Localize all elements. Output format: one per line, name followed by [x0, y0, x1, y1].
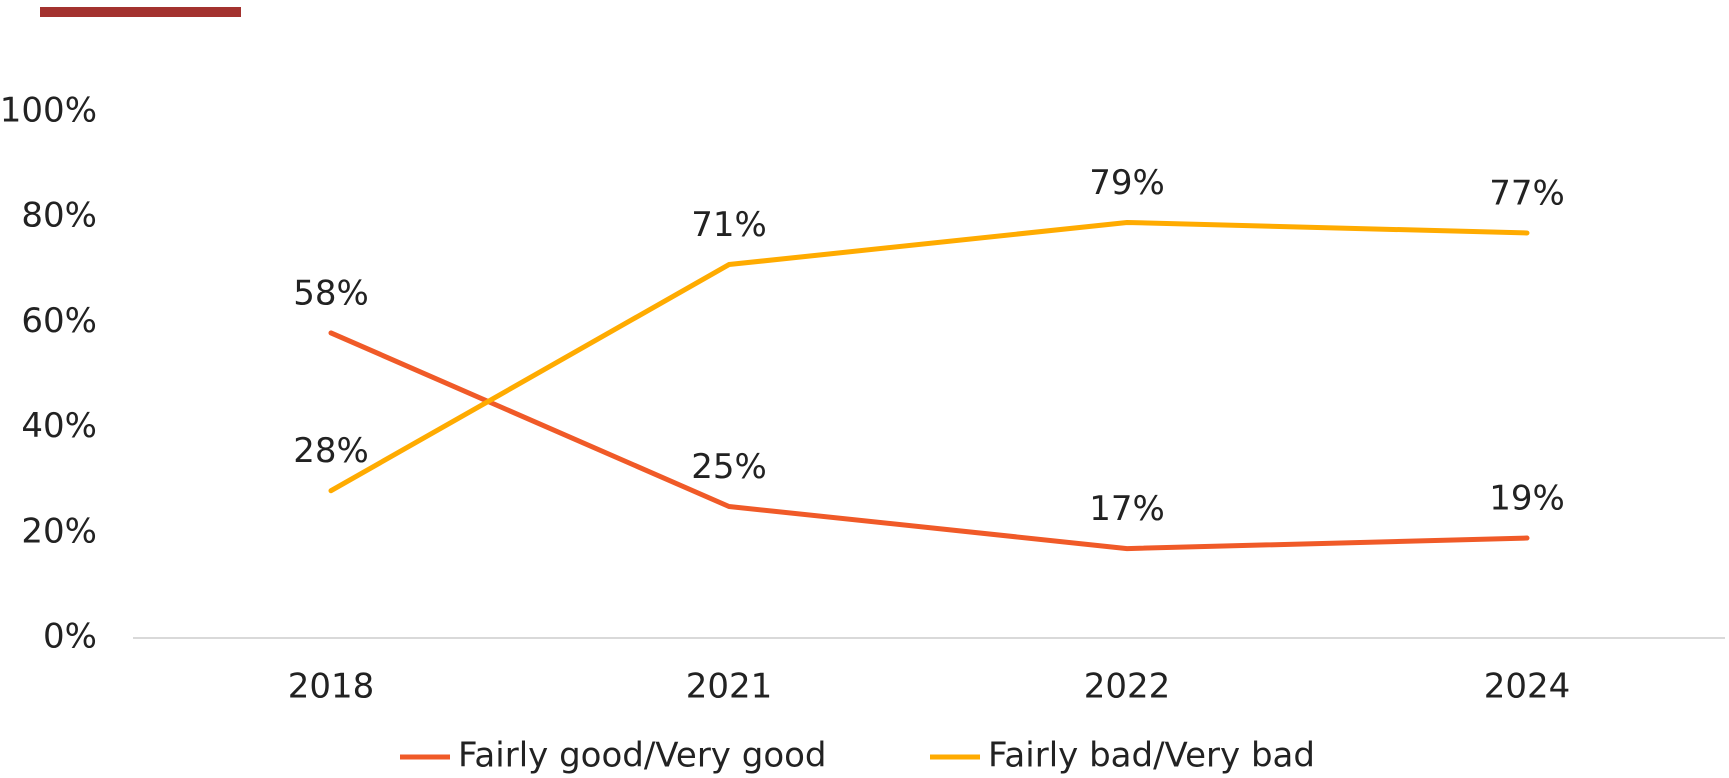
- y-tick-label: 20%: [21, 511, 97, 551]
- data-label: 79%: [1089, 163, 1165, 203]
- accent-bar: [40, 7, 241, 17]
- y-tick-label: 40%: [21, 406, 97, 446]
- legend-label: Fairly good/Very good: [458, 736, 827, 776]
- y-tick-label: 60%: [21, 301, 97, 341]
- x-tick-label: 2024: [1484, 667, 1571, 707]
- y-tick-label: 80%: [21, 196, 97, 236]
- data-label: 17%: [1089, 489, 1165, 529]
- data-label: 58%: [293, 273, 369, 313]
- data-label: 28%: [293, 431, 369, 471]
- data-label: 25%: [691, 447, 767, 487]
- legend-label: Fairly bad/Very bad: [988, 736, 1315, 776]
- data-label: 19%: [1489, 479, 1565, 519]
- series-line: [328, 219, 1530, 494]
- x-tick-label: 2018: [288, 667, 375, 707]
- y-tick-label: 0%: [43, 617, 97, 657]
- x-tick-label: 2021: [686, 667, 773, 707]
- x-tick-label: 2022: [1084, 667, 1171, 707]
- data-label: 77%: [1489, 173, 1565, 213]
- series-line: [328, 330, 1530, 552]
- data-label: 71%: [691, 205, 767, 245]
- y-tick-label: 100%: [0, 91, 97, 131]
